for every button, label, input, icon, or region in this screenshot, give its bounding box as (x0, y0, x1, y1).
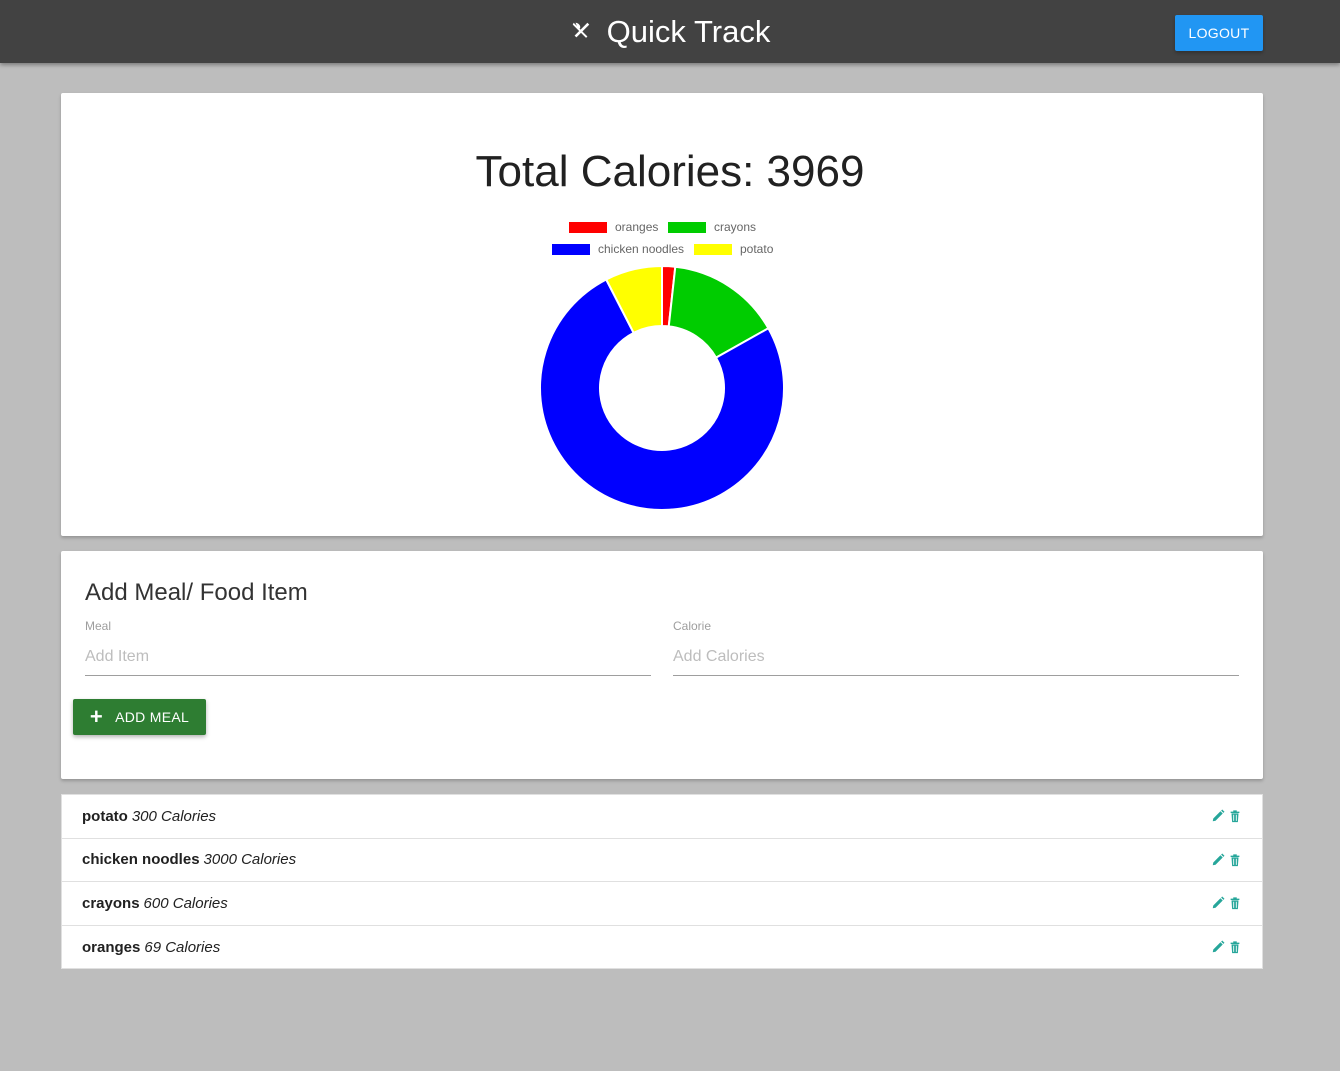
legend-label: oranges (615, 220, 659, 234)
navbar: Quick Track LOGOUT (0, 0, 1340, 63)
item-calories: 600 Calories (143, 894, 228, 912)
fork-knife-icon (572, 22, 589, 38)
calorie-label: Calorie (673, 619, 712, 633)
item-name: crayons (82, 894, 140, 912)
item-calories: 300 Calories (131, 807, 217, 825)
item-name: chicken noodles (82, 851, 200, 869)
brand: Quick Track (0, 0, 1340, 63)
list-item: potato 300 Calories (62, 795, 1262, 839)
pencil-icon[interactable] (1211, 853, 1225, 867)
add-meal-form: Add Meal/ Food Item Meal Calorie + ADD M… (61, 551, 1263, 779)
item-name: oranges (82, 938, 141, 956)
trash-icon[interactable] (1228, 809, 1242, 823)
item-calories: 3000 Calories (203, 851, 297, 869)
trash-icon[interactable] (1228, 896, 1242, 910)
item-name: potato (82, 807, 128, 825)
list-item: oranges 69 Calories (62, 926, 1262, 970)
legend-swatch (694, 243, 732, 255)
add-meal-label: ADD MEAL (115, 709, 190, 725)
slice-chicken-noodles[interactable] (539, 278, 785, 511)
legend-label: potato (740, 242, 774, 256)
pencil-icon[interactable] (1211, 809, 1225, 823)
legend-label: crayons (714, 220, 757, 234)
meal-input[interactable] (85, 639, 651, 676)
legend-item-potato[interactable]: potato (694, 242, 773, 256)
legend-item-crayons[interactable]: crayons (668, 220, 756, 234)
calorie-donut-chart (539, 264, 785, 511)
trash-icon[interactable] (1228, 853, 1242, 867)
item-calories: 69 Calories (144, 938, 221, 956)
list-item: crayons 600 Calories (62, 882, 1262, 926)
legend-swatch (668, 221, 706, 233)
add-meal-button[interactable]: + ADD MEAL (73, 699, 206, 735)
legend-label: chicken noodles (598, 242, 685, 256)
meal-label: Meal (85, 619, 112, 633)
legend-swatch (569, 221, 607, 233)
slice-potato[interactable] (604, 264, 663, 335)
logout-button[interactable]: LOGOUT (1175, 15, 1263, 51)
plus-icon: + (89, 704, 104, 729)
legend-swatch (552, 243, 590, 255)
trash-icon[interactable] (1228, 940, 1242, 954)
legend-item-oranges[interactable]: oranges (569, 220, 658, 234)
form-title: Add Meal/ Food Item (85, 579, 308, 606)
pencil-icon[interactable] (1211, 896, 1225, 910)
pencil-icon[interactable] (1211, 940, 1225, 954)
app-title: Quick Track (606, 13, 771, 49)
total-calories: Total Calories: 3969 (475, 147, 865, 196)
legend-item-chicken-noodles[interactable]: chicken noodles (552, 242, 684, 256)
meal-list: potato 300 Calories chicken noodles 3000… (61, 794, 1263, 969)
calorie-input[interactable] (673, 639, 1239, 676)
list-item: chicken noodles 3000 Calories (62, 839, 1262, 882)
